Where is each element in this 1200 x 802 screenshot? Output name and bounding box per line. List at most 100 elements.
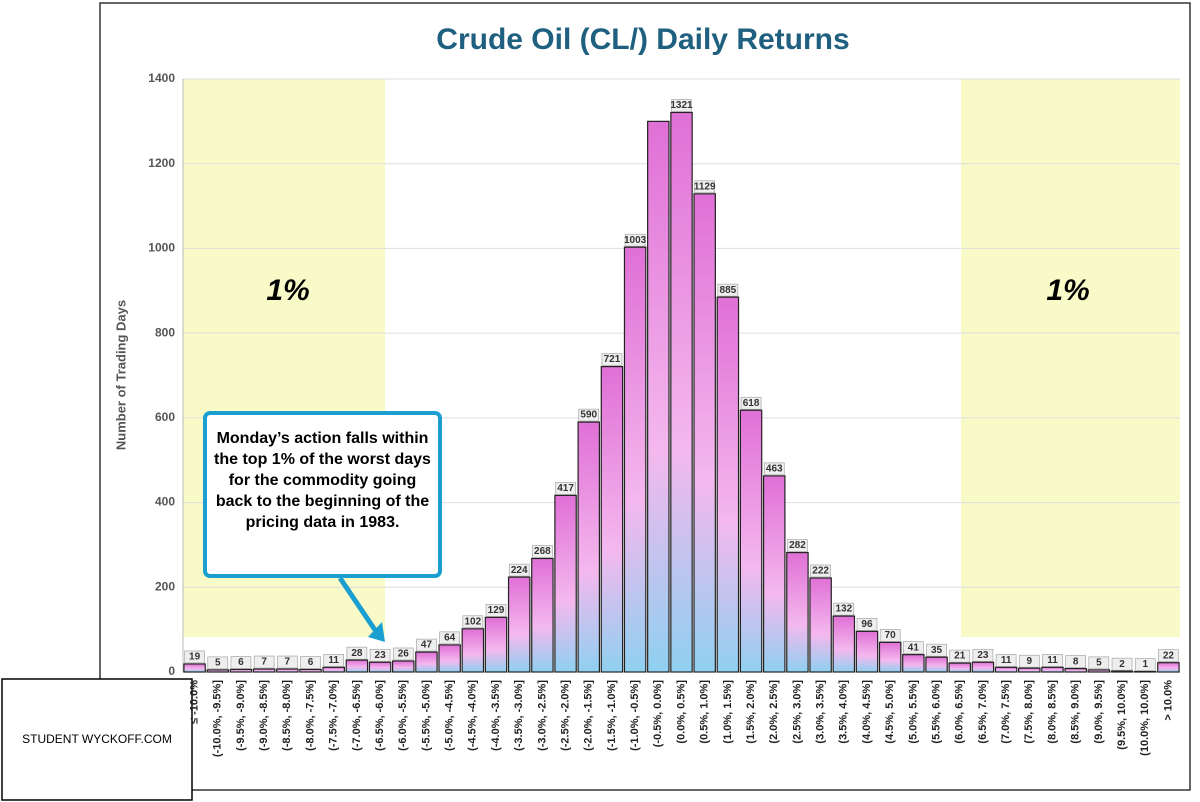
value-label-bg — [763, 462, 785, 476]
value-label: 11 — [328, 655, 339, 666]
x-tick-label: (-1.5%, -1.0%] — [606, 680, 618, 751]
bar — [693, 193, 716, 673]
bar — [623, 246, 647, 673]
x-tick-label: (9.0%, 9.5%] — [1093, 680, 1105, 744]
value-label: 2 — [1119, 659, 1125, 670]
value-label: 721 — [604, 354, 621, 365]
bar — [507, 576, 531, 673]
y-tick-label: 0 — [168, 664, 175, 678]
y-tick-label: 600 — [155, 410, 175, 424]
value-label-bg — [810, 564, 831, 578]
x-tick-label: (4.5%, 5.0%] — [884, 680, 896, 744]
value-label: 222 — [812, 566, 829, 577]
value-label-bg — [555, 482, 576, 495]
bar — [461, 628, 485, 673]
y-tick-label: 1400 — [148, 71, 175, 85]
watermark-box — [1, 678, 193, 801]
value-label: 7 — [261, 657, 267, 668]
value-label: 132 — [835, 604, 852, 615]
x-tick-label: (-2.5%, -2.0%] — [559, 680, 571, 751]
bar — [786, 551, 809, 673]
value-label-bg — [1134, 658, 1156, 671]
bar — [716, 296, 740, 673]
bar — [902, 654, 925, 673]
chart-title: Crude Oil (CL/) Daily Returns — [436, 23, 849, 56]
value-label: 23 — [977, 650, 989, 661]
value-label-bg — [740, 396, 762, 410]
bar — [577, 421, 601, 673]
x-tick-label: (2.0%, 2.5%] — [768, 680, 780, 744]
x-tick-label: (10.0%, 10.0%] — [1139, 680, 1151, 756]
x-tick-label: ≤ -10.0% — [188, 680, 200, 724]
bar — [299, 668, 322, 673]
x-tick-label: (7.0%, 7.5%] — [1000, 680, 1012, 744]
value-label: 64 — [444, 633, 456, 644]
x-tick-label: (4.0%, 4.5%] — [861, 680, 873, 744]
x-tick-label: (-7.5%, -7.0%] — [328, 680, 340, 751]
x-tick-label: (-8.5%, -8.0%] — [281, 680, 293, 751]
bar — [438, 644, 461, 673]
value-label: 6 — [308, 657, 314, 668]
value-label-bg — [903, 641, 924, 654]
value-label: 268 — [534, 546, 551, 557]
value-label: 463 — [766, 464, 783, 475]
x-tick-label: (-6.5%, -6.0%] — [374, 680, 386, 751]
bar — [1157, 662, 1180, 673]
value-label-bg — [230, 656, 252, 669]
bar — [392, 660, 415, 673]
value-label: 11 — [1047, 655, 1058, 666]
x-tick-label: (6.5%, 7.0%] — [977, 680, 989, 744]
bar — [762, 475, 786, 673]
annotation: 1% — [266, 274, 309, 307]
bar — [948, 662, 971, 673]
x-tick-label: (-2.0%, -1.5%] — [583, 680, 595, 751]
value-label: 21 — [954, 651, 966, 662]
value-label: 224 — [511, 565, 528, 576]
y-tick-label: 1200 — [148, 156, 175, 170]
bar — [670, 111, 693, 673]
x-tick-label: (0.5%, 1.0%] — [699, 680, 711, 744]
value-label-bg — [787, 539, 808, 552]
value-label-bg — [949, 649, 971, 663]
value-label: 41 — [908, 642, 920, 653]
bar — [345, 659, 369, 673]
bar — [925, 656, 948, 673]
bar — [252, 668, 276, 673]
value-label-bg — [624, 233, 646, 247]
y-tick-label: 1000 — [148, 241, 175, 255]
x-tick-label: (1.0%, 1.5%] — [722, 680, 734, 744]
x-tick-label: (-9.0%, -8.5%] — [258, 680, 270, 751]
x-tick-label: (-3.0%, -2.5%] — [536, 680, 548, 751]
x-tick-label: (-7.0%, -6.5%] — [351, 680, 363, 751]
value-label-bg — [856, 618, 878, 631]
bar — [229, 668, 253, 673]
value-label: 5 — [1096, 658, 1102, 669]
bar — [206, 669, 230, 673]
bar — [183, 663, 206, 673]
y-axis-label: Number of Trading Days — [113, 300, 128, 450]
bar — [322, 666, 345, 673]
bar — [855, 630, 879, 673]
value-label-bg — [207, 656, 229, 670]
x-tick-label: (5.0%, 5.5%] — [907, 680, 919, 744]
x-tick-label: (-10.0%, -9.5%] — [212, 680, 224, 757]
annotation: 1% — [1046, 274, 1089, 307]
bar — [276, 668, 299, 673]
y-tick-label: 800 — [155, 325, 175, 339]
value-label: 7 — [285, 657, 291, 668]
x-tick-label: (0.0%, 0.5%] — [675, 680, 687, 744]
x-tick-label: (8.5%, 9.0%] — [1070, 680, 1082, 744]
value-label-bg — [833, 602, 855, 616]
value-label: 1 — [1142, 659, 1148, 670]
callout-arrow-head — [368, 622, 385, 642]
bar — [994, 666, 1018, 673]
bar — [531, 557, 554, 673]
x-tick-label: (6.0%, 6.5%] — [954, 680, 966, 744]
value-label: 28 — [351, 648, 363, 659]
x-tick-label: (3.0%, 3.5%] — [815, 680, 827, 744]
x-tick-label: (-4.0%, -3.5%] — [490, 680, 502, 751]
value-label-bg — [300, 656, 321, 669]
x-tick-label: (-9.5%, -9.0%] — [235, 680, 247, 751]
value-label-bg — [485, 604, 507, 617]
y-tick-label: 200 — [155, 579, 175, 593]
